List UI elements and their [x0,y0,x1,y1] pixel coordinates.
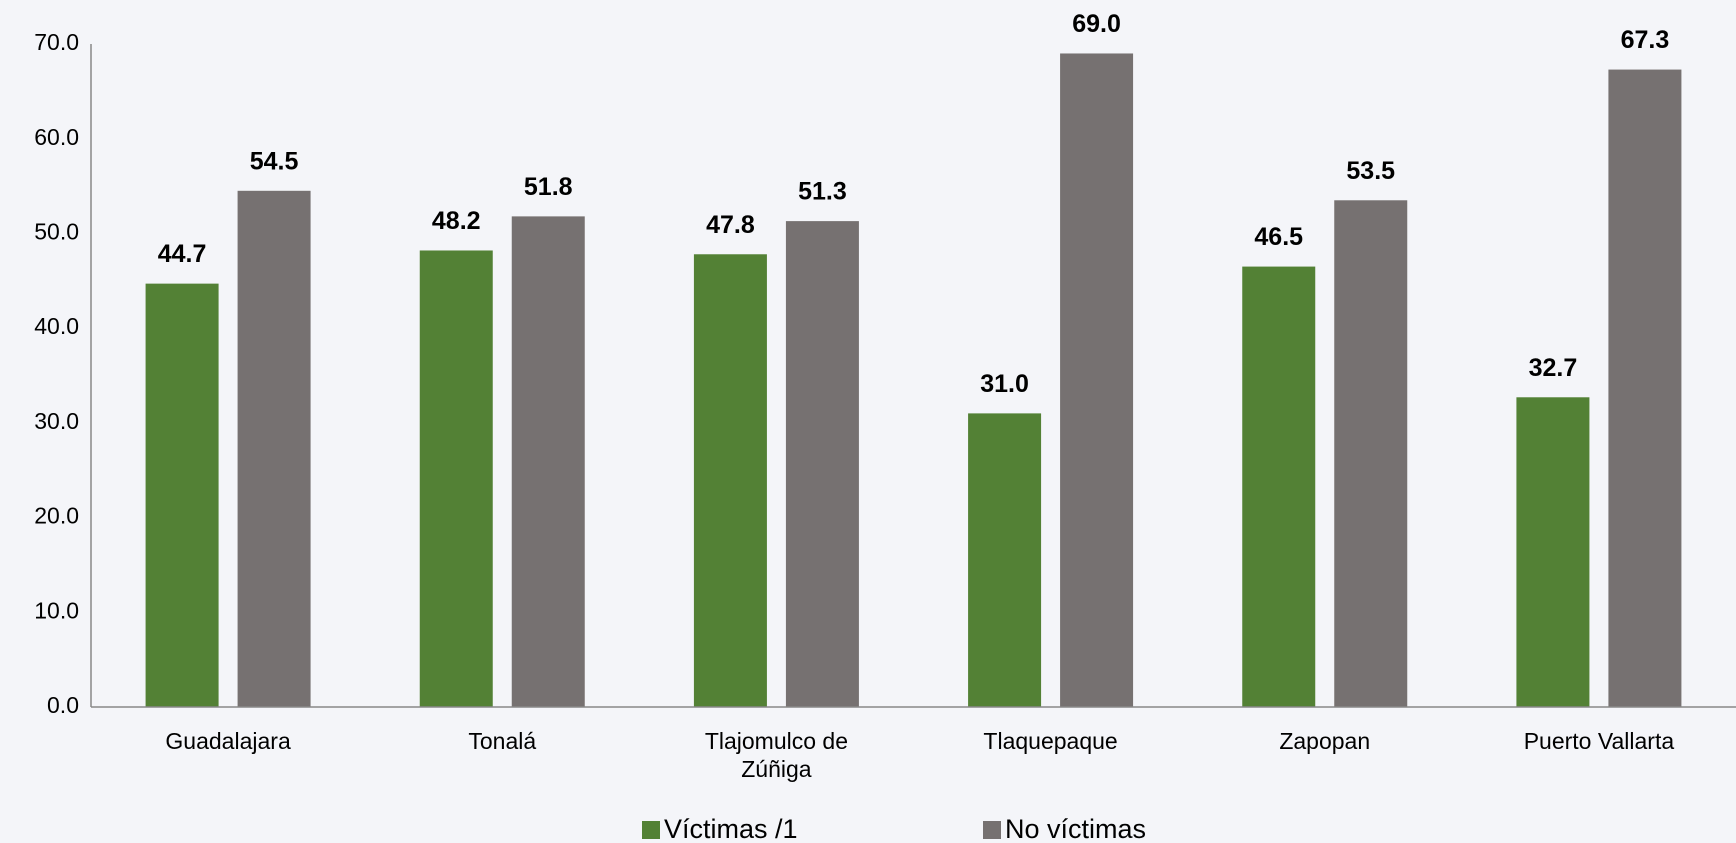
x-tick-label: Guadalajara [165,728,291,754]
y-tick-label: 0.0 [47,692,79,718]
data-label: 53.5 [1346,157,1395,185]
y-tick-label: 70.0 [34,29,79,55]
y-tick-label: 60.0 [34,124,79,150]
y-tick-label: 50.0 [34,219,79,245]
legend-label: Víctimas /1 [664,814,798,843]
legend-swatch [642,821,660,839]
y-tick-label: 40.0 [34,313,79,339]
data-label: 48.2 [432,207,481,235]
data-label: 32.7 [1529,354,1578,382]
legend-swatch [983,821,1001,839]
bar [693,254,767,707]
x-tick-label: Tonalá [468,728,537,754]
bar [1608,69,1682,707]
bar [1334,200,1408,707]
x-tick-label: Tlajomulco de Zúñiga [704,728,848,782]
bar [968,413,1042,707]
data-label: 69.0 [1072,10,1121,38]
x-tick-label: Puerto Vallarta [1523,728,1675,754]
bar [1060,53,1134,707]
data-label: 67.3 [1621,26,1670,54]
data-label: 54.5 [250,147,299,175]
y-tick-label: 30.0 [34,408,79,434]
data-label: 47.8 [706,211,755,239]
x-tick-label: Zapopan [1279,728,1371,754]
bar [785,221,859,707]
y-tick-label: 10.0 [34,597,79,623]
y-tick-label: 20.0 [34,503,79,529]
x-tick-label: Tlaquepaque [983,728,1118,754]
data-label: 31.0 [980,370,1029,398]
legend-label: No víctimas [1005,814,1146,843]
data-label: 46.5 [1254,223,1303,251]
bar [237,190,311,708]
bar [1516,397,1590,707]
bar [511,216,585,707]
data-label: 51.3 [798,178,847,206]
bar [145,283,219,707]
data-label: 51.8 [524,173,573,201]
data-label: 44.7 [158,240,207,268]
bar [419,250,493,707]
bar [1242,266,1316,707]
